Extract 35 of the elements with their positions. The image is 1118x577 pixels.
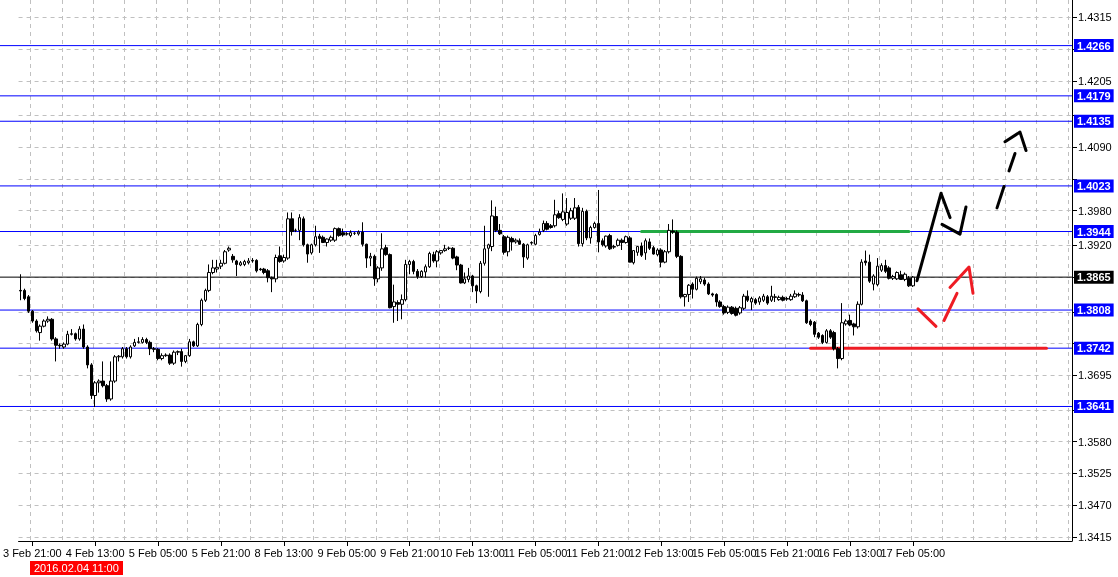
y-tick-label: 1.3415: [1078, 530, 1112, 543]
x-tick-label: 5 Feb 21:00: [191, 546, 251, 559]
x-tick-label: 16 Feb 13:00: [817, 546, 883, 559]
ref-line-label: 1.4023: [1077, 179, 1111, 192]
ref-line-label: 1.3641: [1077, 400, 1111, 413]
text: 2016.02.04 11:00: [30, 561, 123, 575]
x-tick-label: 11 Feb 05:00: [503, 546, 568, 559]
y-tick-label: 1.3920: [1078, 239, 1112, 252]
x-tick-label: 10 Feb 13:00: [440, 546, 505, 559]
x-tick-label: 9 Feb 05:00: [317, 546, 377, 559]
y-tick-label: 1.4315: [1078, 11, 1112, 24]
x-tick-label: 11 Feb 21:00: [566, 546, 631, 559]
x-tick-label: 15 Feb 21:00: [754, 546, 820, 559]
y-tick-label: 1.4090: [1078, 141, 1112, 154]
x-tick-label: 17 Feb 05:00: [880, 546, 946, 559]
y-tick-label: 1.3980: [1078, 204, 1112, 217]
x-tick-label: 9 Feb 21:00: [380, 546, 440, 559]
y-tick-label: 1.3580: [1078, 435, 1112, 448]
x-tick-label: 3 Feb 21:00: [2, 546, 62, 559]
ref-line-label: 1.4266: [1077, 39, 1111, 52]
x-tick-label: 4 Feb 13:00: [65, 546, 125, 559]
ref-line-label: 1.3865: [1077, 271, 1111, 284]
ref-line-label: 1.3944: [1077, 225, 1112, 238]
ref-line-label: 1.4179: [1077, 89, 1111, 102]
ref-line-label: 1.4135: [1077, 115, 1111, 128]
y-tick-label: 1.4205: [1078, 74, 1112, 87]
x-tick-label: 8 Feb 13:00: [254, 546, 314, 559]
y-tick-label: 1.3470: [1078, 499, 1112, 512]
ref-line-label: 1.3808: [1077, 304, 1111, 317]
x-tick-label: 15 Feb 05:00: [691, 546, 757, 559]
ref-line-label: 1.3742: [1077, 342, 1111, 355]
x-tick-label: 12 Feb 13:00: [628, 546, 694, 559]
y-tick-label: 1.3695: [1078, 369, 1112, 382]
y-tick-label: 1.3525: [1078, 467, 1112, 480]
x-tick-label: 5 Feb 05:00: [128, 546, 188, 559]
